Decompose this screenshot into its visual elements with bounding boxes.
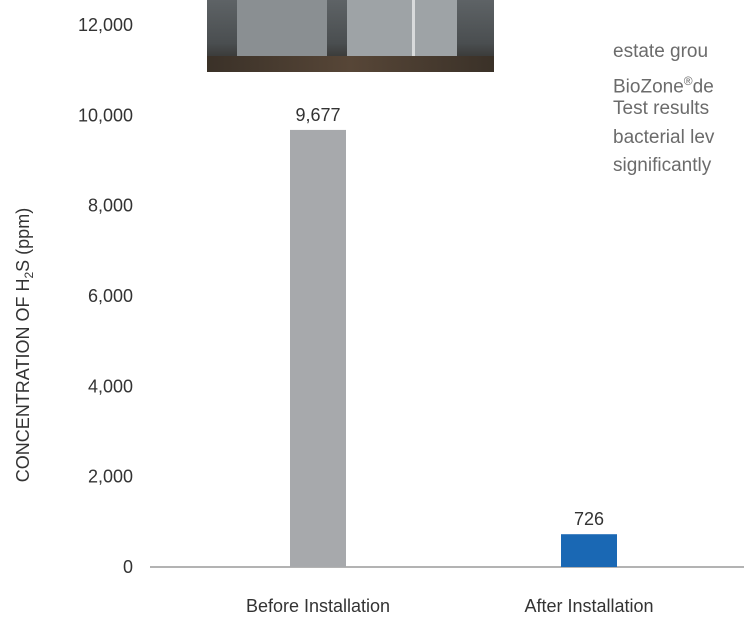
bar [290, 129, 346, 567]
y-tick-label: 6,000 [88, 286, 133, 306]
side-text-line-5: significantly [613, 155, 712, 176]
x-tick-labels: Before Installation After Installation [246, 596, 654, 616]
side-text-line-3: Test results [613, 98, 710, 119]
y-axis-label-subscript: 2 [22, 272, 36, 279]
x-tick-label: After Installation [524, 596, 653, 616]
y-tick-label: 4,000 [88, 376, 133, 396]
registered-mark: ® [683, 73, 693, 88]
photo-wall-right [347, 0, 457, 58]
bar [561, 534, 617, 567]
bar-data-label: 9,677 [295, 105, 340, 125]
y-axis-label: CONCENTRATION OF H2S (ppm) [13, 208, 36, 482]
y-tick-label: 0 [123, 557, 133, 577]
photo-door-edge [412, 0, 415, 58]
photo-floor [207, 56, 494, 72]
side-text-line-1: estate grou [613, 41, 709, 62]
side-text-line-2: BioZone®de [613, 73, 714, 97]
hallway-photo [207, 0, 494, 72]
bar-data-label: 726 [574, 509, 604, 529]
side-paragraph: estate grou BioZone®de Test results bact… [613, 38, 744, 181]
y-tick-label: 2,000 [88, 467, 133, 487]
y-tick-label: 10,000 [78, 105, 133, 125]
y-tick-label: 8,000 [88, 196, 133, 216]
y-tick-labels: 0 2,000 4,000 6,000 8,000 10,000 12,000 [78, 15, 133, 577]
y-tick-label: 12,000 [78, 15, 133, 35]
side-text-line-4: bacterial lev [613, 126, 715, 148]
x-tick-label: Before Installation [246, 596, 390, 616]
bars: 9,677 726 [290, 105, 617, 567]
photo-wall-left [237, 0, 327, 58]
